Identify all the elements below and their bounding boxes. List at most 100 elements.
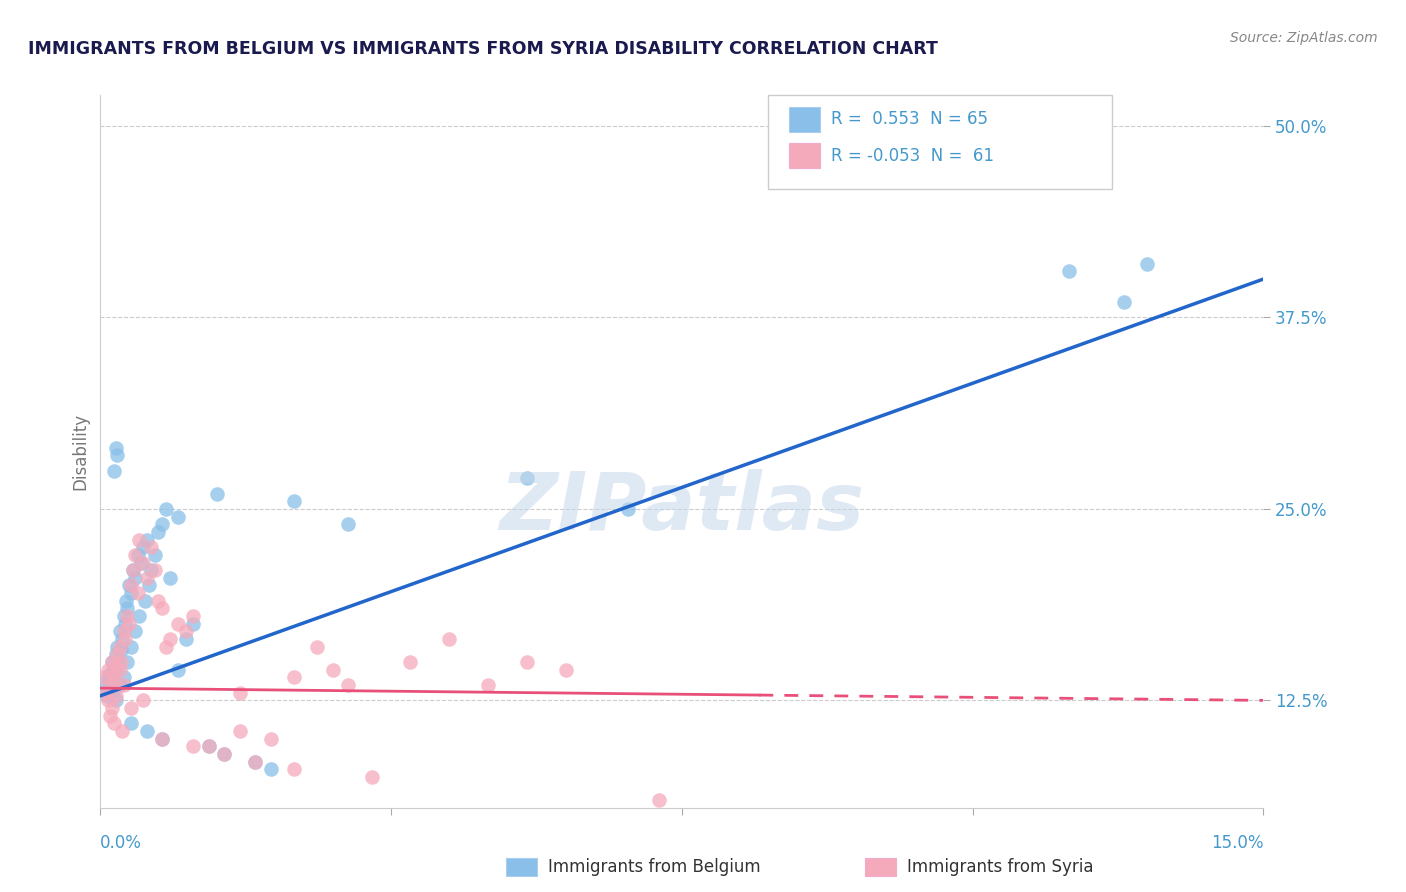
- Point: [167, 663, 190, 677]
- Point: [94, 686, 117, 700]
- Text: Source: ZipAtlas.com: Source: ZipAtlas.com: [1230, 31, 1378, 45]
- Text: 15.0%: 15.0%: [1211, 834, 1264, 853]
- Point: [134, 594, 156, 608]
- Text: 0.0%: 0.0%: [100, 834, 142, 853]
- Point: [150, 601, 173, 615]
- Point: [128, 609, 150, 624]
- Point: [1112, 295, 1135, 310]
- Point: [1059, 264, 1081, 278]
- Point: [150, 517, 173, 532]
- Point: [322, 663, 344, 677]
- Point: [104, 441, 127, 455]
- Point: [108, 640, 131, 654]
- Point: [283, 670, 305, 684]
- Point: [110, 643, 132, 657]
- Point: [98, 708, 121, 723]
- Point: [104, 689, 127, 703]
- Point: [117, 609, 139, 624]
- Point: [104, 648, 127, 662]
- Point: [127, 586, 149, 600]
- Point: [108, 624, 131, 639]
- Point: [647, 793, 669, 807]
- Point: [337, 678, 360, 692]
- Point: [554, 663, 576, 677]
- Point: [155, 502, 177, 516]
- Point: [283, 494, 305, 508]
- Point: [360, 770, 382, 784]
- Point: [97, 693, 120, 707]
- Point: [107, 658, 129, 673]
- Point: [260, 762, 283, 776]
- Point: [616, 502, 638, 516]
- Point: [112, 678, 135, 692]
- Point: [97, 670, 120, 684]
- Text: R = -0.053  N =  61: R = -0.053 N = 61: [831, 147, 994, 165]
- Point: [174, 624, 197, 639]
- Point: [198, 739, 221, 754]
- Text: Immigrants from Belgium: Immigrants from Belgium: [548, 858, 761, 876]
- Point: [120, 640, 142, 654]
- Point: [183, 616, 205, 631]
- Point: [122, 563, 145, 577]
- Point: [104, 658, 127, 673]
- Point: [108, 678, 131, 692]
- Point: [124, 624, 146, 639]
- Text: IMMIGRANTS FROM BELGIUM VS IMMIGRANTS FROM SYRIA DISABILITY CORRELATION CHART: IMMIGRANTS FROM BELGIUM VS IMMIGRANTS FR…: [28, 40, 938, 58]
- Point: [112, 670, 135, 684]
- Point: [245, 755, 267, 769]
- Point: [132, 540, 155, 554]
- Point: [183, 609, 205, 624]
- Point: [118, 578, 141, 592]
- Point: [103, 464, 125, 478]
- Point: [104, 693, 127, 707]
- Point: [120, 586, 142, 600]
- Point: [245, 755, 267, 769]
- Y-axis label: Disability: Disability: [72, 413, 89, 490]
- Text: Immigrants from Syria: Immigrants from Syria: [907, 858, 1094, 876]
- Point: [148, 524, 170, 539]
- Point: [214, 747, 236, 761]
- Point: [115, 594, 138, 608]
- Point: [108, 663, 131, 677]
- Text: R =  0.553  N = 65: R = 0.553 N = 65: [831, 111, 988, 128]
- Point: [229, 686, 252, 700]
- Point: [122, 563, 145, 577]
- Point: [124, 548, 146, 562]
- Point: [101, 655, 124, 669]
- Point: [260, 731, 283, 746]
- Point: [100, 667, 122, 681]
- Point: [127, 548, 149, 562]
- Point: [120, 716, 142, 731]
- Point: [124, 571, 146, 585]
- Point: [120, 701, 142, 715]
- Point: [399, 655, 422, 669]
- Point: [516, 655, 538, 669]
- Point: [167, 509, 190, 524]
- Point: [198, 739, 221, 754]
- Point: [150, 731, 173, 746]
- Point: [135, 533, 157, 547]
- Point: [103, 682, 125, 697]
- Point: [107, 648, 129, 662]
- Point: [139, 540, 162, 554]
- Point: [337, 517, 360, 532]
- Point: [101, 673, 124, 688]
- Point: [516, 471, 538, 485]
- Point: [139, 563, 162, 577]
- Point: [159, 632, 181, 646]
- Point: [98, 678, 121, 692]
- Point: [114, 632, 136, 646]
- Point: [114, 616, 136, 631]
- Point: [214, 747, 236, 761]
- Point: [120, 578, 142, 592]
- Point: [107, 640, 129, 654]
- Point: [101, 701, 124, 715]
- Point: [98, 678, 121, 692]
- Point: [103, 716, 125, 731]
- Text: ZIPatlas: ZIPatlas: [499, 469, 865, 548]
- Point: [111, 724, 134, 739]
- Point: [118, 616, 141, 631]
- Point: [138, 578, 160, 592]
- Point: [112, 609, 135, 624]
- Point: [159, 571, 181, 585]
